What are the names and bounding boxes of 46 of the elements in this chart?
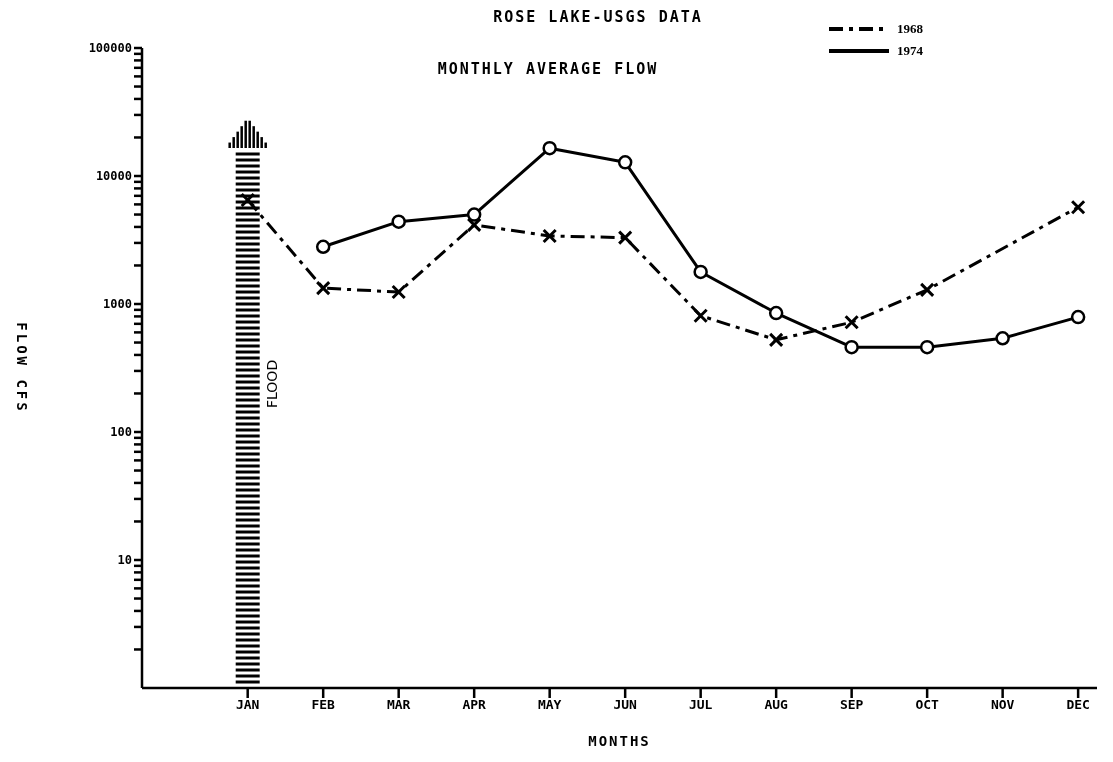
legend-label: 1974 [897, 43, 923, 59]
x-tick-label: NOV [990, 697, 1015, 713]
y-tick-label: 1000 [103, 297, 132, 312]
point [1070, 309, 1086, 325]
point [919, 339, 935, 355]
point [768, 332, 784, 348]
legend-label: 1968 [897, 21, 923, 37]
x-tick-label: JAN [235, 697, 260, 713]
annotation: FLOOD [263, 359, 280, 408]
y-tick-label: 10000 [95, 169, 132, 184]
point [617, 230, 633, 246]
x-tick-label: AUG [764, 697, 789, 713]
point [844, 339, 859, 355]
x-tick-label: MAY [537, 697, 562, 713]
point [240, 192, 256, 208]
point [315, 280, 331, 296]
point [466, 207, 482, 222]
x-axis-title: MONTHS [588, 733, 651, 749]
y-axis-title: FLOW CFS [14, 322, 31, 414]
y-tick-label: 100 [110, 425, 132, 440]
text: MONTHLY AVERAGE FLOW [436, 60, 660, 78]
point [391, 214, 406, 229]
y-tick-label: 10 [117, 553, 132, 568]
point [617, 155, 633, 170]
point [919, 282, 935, 298]
point [768, 305, 784, 321]
point [1070, 199, 1086, 215]
point [995, 331, 1010, 346]
point [542, 228, 558, 244]
point [542, 140, 557, 156]
x-tick-label: JUL [688, 697, 713, 713]
x-tick-label: OCT [915, 697, 940, 713]
point [466, 217, 482, 233]
x-tick-label: JUN [613, 697, 638, 713]
chart-title: ROSE LAKE-USGS DATA [492, 8, 704, 26]
point [315, 239, 331, 255]
point [693, 264, 708, 280]
point [693, 308, 709, 324]
x-tick-label: APR [462, 697, 487, 713]
x-tick-label: DEC [1066, 697, 1090, 713]
point [844, 314, 860, 330]
point [391, 284, 407, 300]
x-tick-label: FEB [311, 697, 336, 713]
x-tick-label: MAR [386, 697, 411, 713]
x-tick-label: SEP [839, 697, 864, 713]
y-tick-label: 100000 [88, 41, 132, 56]
